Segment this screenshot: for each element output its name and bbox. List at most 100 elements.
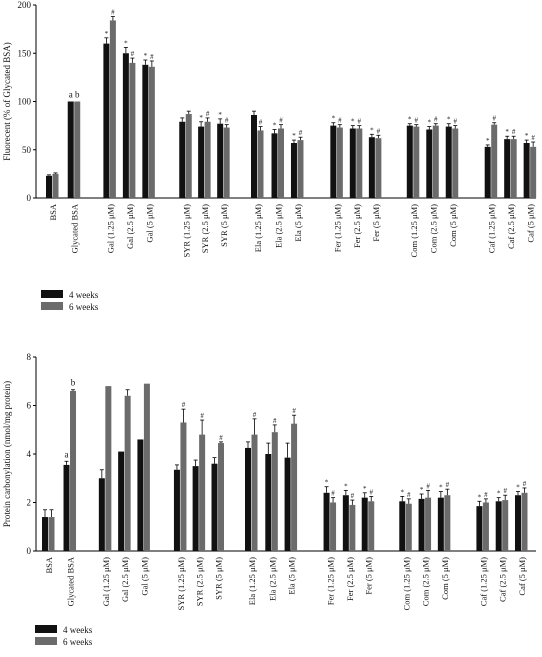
category-label: Fer (2.5 μM) [352, 204, 362, 248]
y-tick-label-0: 0 [27, 193, 32, 203]
significance-mark: # [446, 481, 450, 489]
significance-mark: # [492, 115, 496, 123]
category-label: Ela (2.5 μM) [274, 204, 284, 248]
significance-mark: # [259, 119, 263, 127]
significance-mark: # [182, 401, 186, 409]
category-label: Caf (2.5 μM) [506, 204, 516, 249]
bar-week6 [452, 128, 459, 198]
bar-week4 [290, 142, 297, 198]
y-tick-label-1: 2 [27, 498, 32, 508]
bar-week4 [484, 146, 491, 198]
category-label: SYR (1.25 μM) [176, 557, 186, 611]
bar-week6 [251, 434, 258, 551]
bar-week4 [217, 123, 224, 198]
bar-week6 [218, 443, 225, 551]
bar-week6 [413, 126, 420, 198]
category-label: Gal (2.5 μM) [120, 557, 130, 602]
category-label: Fer (1.25 μM) [326, 557, 336, 605]
category-label: Fer (2.5 μM) [345, 557, 355, 601]
significance-mark: # [338, 117, 342, 125]
bar-week4 [437, 497, 444, 551]
bar-week6 [336, 127, 343, 198]
bar-week6 [148, 66, 155, 198]
bar-week4 [495, 501, 502, 551]
significance-mark: * [439, 484, 443, 492]
significance-mark: * [218, 111, 222, 119]
bar-week6 [521, 492, 528, 551]
significance-mark: # [484, 491, 488, 499]
category-label: Fer (1.25 μM) [332, 204, 342, 252]
bar-week6 [278, 128, 284, 198]
y-tick-label-0: 50 [22, 145, 32, 155]
category-label: Caf (5 μM) [517, 557, 527, 596]
bar-week4 [46, 175, 52, 198]
bar-week4 [445, 126, 452, 198]
bar-week4 [323, 492, 330, 551]
category-label: BSA [44, 556, 54, 573]
legend-swatch-week6 [41, 302, 63, 310]
category-label: Com (1.25 μM) [409, 204, 419, 258]
significance-mark: * [486, 137, 490, 145]
legend-label-week6: 6 weeks [69, 302, 99, 312]
bar-week6 [291, 423, 298, 551]
bar-week4 [349, 128, 356, 198]
significance-mark: # [331, 490, 335, 498]
significance-mark: * [124, 39, 128, 47]
significance-mark: * [105, 30, 109, 38]
bar-week6 [143, 383, 150, 551]
significance-mark: * [428, 119, 432, 127]
legend-label-week4: 4 weeks [63, 625, 93, 635]
significance-mark: * [199, 114, 203, 122]
category-label: Gal (5 μM) [139, 557, 149, 596]
significance-mark: * [273, 121, 277, 129]
significance-mark: # [369, 488, 373, 496]
significance-mark: * [370, 126, 374, 134]
bar-week4 [514, 495, 521, 551]
significance-mark: # [279, 117, 283, 125]
bar-week4 [399, 501, 406, 551]
y-axis-title-1: Protein carbonylation (nmol/mg protein) [2, 381, 12, 527]
category-label: Caf (2.5 μM) [498, 557, 508, 602]
category-label: SYR (2.5 μM) [200, 204, 210, 253]
bar-week6 [48, 517, 55, 551]
y-tick-label-1: 6 [27, 401, 32, 411]
category-label: Ela (1.25 μM) [247, 557, 257, 605]
category-label: BSA [48, 203, 58, 220]
significance-mark: # [407, 491, 411, 499]
significance-mark: # [415, 117, 419, 125]
legend-swatch-week4 [41, 290, 63, 298]
category-label: Glycated BSA [70, 203, 80, 253]
bar-week6 [375, 138, 382, 198]
significance-mark: * [497, 490, 501, 498]
bar-week4 [198, 126, 205, 198]
bar-week6 [432, 125, 439, 198]
significance-mark: # [219, 434, 223, 442]
significance-mark: # [150, 53, 154, 61]
bar-week6 [368, 501, 375, 551]
significance-mark: # [111, 9, 115, 17]
bar-week4 [251, 115, 257, 198]
significance-mark: # [523, 480, 527, 488]
bar-week4 [418, 498, 425, 551]
significance-mark: * [525, 132, 529, 140]
significance-mark: * [447, 116, 451, 124]
bar-week6 [129, 62, 136, 199]
significance-mark: * [344, 482, 348, 490]
legend-label-week6: 6 weeks [63, 637, 93, 647]
bar-week6 [105, 386, 112, 551]
significance-mark: * [478, 493, 482, 501]
category-label: Caf (1.25 μM) [487, 204, 497, 253]
bar-week6 [271, 432, 278, 551]
y-tick-label-1: 4 [27, 449, 32, 459]
category-label: Caf (5 μM) [526, 204, 536, 243]
bar-week6 [510, 139, 517, 198]
bar-week4 [98, 478, 105, 551]
significance-mark: * [144, 52, 148, 60]
bar-week6 [297, 140, 304, 198]
bar-week6 [425, 497, 432, 551]
significance-mark: # [454, 118, 458, 126]
significance-mark: * [401, 488, 405, 496]
bar-week4 [361, 497, 368, 551]
significance-mark: * [516, 484, 520, 492]
